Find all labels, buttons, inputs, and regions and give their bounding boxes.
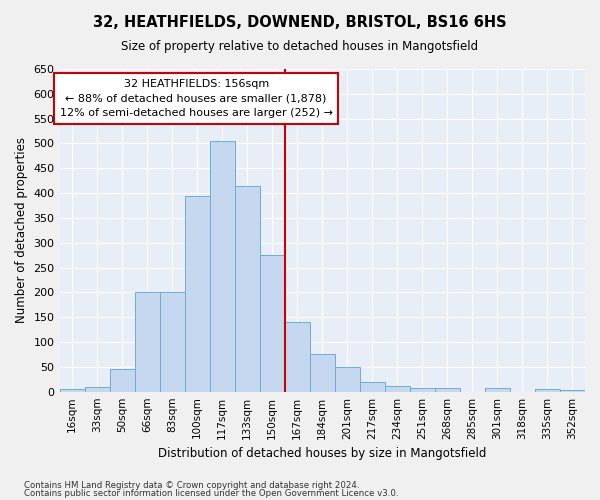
Bar: [209, 141, 235, 392]
Text: 32 HEATHFIELDS: 156sqm
← 88% of detached houses are smaller (1,878)
12% of semi-: 32 HEATHFIELDS: 156sqm ← 88% of detached…: [59, 78, 332, 118]
Bar: [285, 322, 310, 392]
Bar: [134, 292, 160, 392]
Bar: [435, 388, 460, 392]
Bar: [85, 386, 110, 392]
Text: Size of property relative to detached houses in Mangotsfield: Size of property relative to detached ho…: [121, 40, 479, 53]
Text: Contains HM Land Registry data © Crown copyright and database right 2024.: Contains HM Land Registry data © Crown c…: [24, 480, 359, 490]
Bar: [360, 382, 385, 392]
Bar: [59, 389, 85, 392]
Text: 32, HEATHFIELDS, DOWNEND, BRISTOL, BS16 6HS: 32, HEATHFIELDS, DOWNEND, BRISTOL, BS16 …: [93, 15, 507, 30]
Bar: [235, 186, 260, 392]
Y-axis label: Number of detached properties: Number of detached properties: [15, 138, 28, 324]
Bar: [485, 388, 510, 392]
Bar: [535, 389, 560, 392]
Bar: [160, 292, 185, 392]
Bar: [335, 367, 360, 392]
Bar: [560, 390, 585, 392]
Bar: [410, 388, 435, 392]
Bar: [185, 196, 209, 392]
Bar: [110, 370, 134, 392]
Bar: [385, 386, 410, 392]
Text: Contains public sector information licensed under the Open Government Licence v3: Contains public sector information licen…: [24, 489, 398, 498]
X-axis label: Distribution of detached houses by size in Mangotsfield: Distribution of detached houses by size …: [158, 447, 487, 460]
Bar: [310, 354, 335, 392]
Bar: [260, 255, 285, 392]
